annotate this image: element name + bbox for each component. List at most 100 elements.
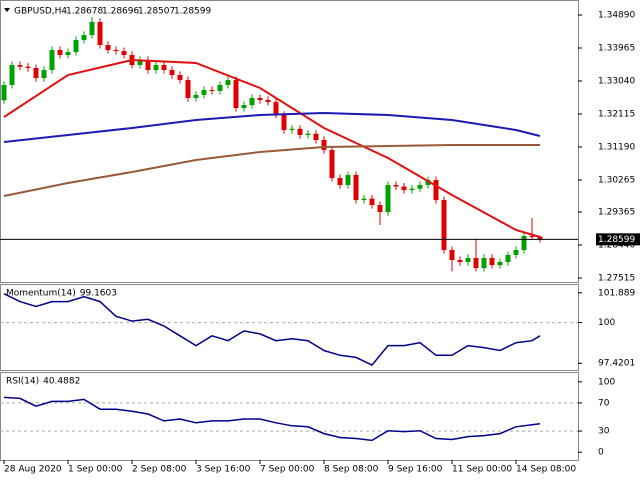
menu-triangle (4, 8, 10, 12)
candle-body (441, 200, 447, 251)
candle-body (121, 51, 127, 56)
candle-body (313, 133, 319, 141)
candle-body (521, 235, 527, 251)
candle-body (153, 65, 159, 71)
candle-body (473, 258, 479, 269)
x-tick-label: 7 Sep 00:00 (260, 465, 315, 475)
y-tick-label: 97.4201 (598, 359, 635, 369)
y-tick-label: 1.28440 (598, 241, 635, 251)
candle-body (193, 95, 199, 98)
candle-body (25, 66, 31, 69)
candle-body (529, 235, 535, 237)
candle-body (409, 188, 415, 190)
candle-body (417, 185, 423, 189)
header-ohlc: 1.28678 (66, 7, 103, 17)
header-ohlc: 1.28507 (138, 7, 175, 17)
candle-body (137, 60, 143, 66)
candle-body (169, 70, 175, 76)
candle-body (337, 178, 343, 186)
header-ohlc: 1.28696 (102, 7, 139, 17)
candle-body (49, 49, 55, 71)
candle-body (289, 128, 295, 131)
indicator-title: RSI(14) (6, 377, 39, 387)
candle-body (65, 52, 71, 56)
candle-body (233, 80, 239, 109)
candle-body (17, 65, 23, 67)
y-tick-label: 1.33965 (598, 44, 635, 54)
candle-body (81, 35, 87, 41)
candle-body (217, 85, 223, 91)
y-tick-label: 1.30265 (598, 175, 635, 185)
rsi-panel-frame (0, 372, 579, 461)
indicator-value: 40.4882 (43, 377, 80, 387)
y-tick-label: 30 (598, 427, 610, 437)
candle-body (513, 250, 519, 256)
indicator-title: Momentum(14) (6, 289, 76, 299)
x-tick-label: 8 Sep 08:00 (324, 465, 379, 475)
price-panel-frame (0, 0, 579, 283)
y-tick-label: 0 (598, 448, 604, 458)
candle-body (89, 22, 95, 36)
momentum-panel-frame (0, 284, 579, 371)
x-tick-label: 1 Sep 00:00 (68, 465, 123, 475)
candle-body (41, 70, 47, 79)
series-line (3, 58, 541, 238)
candle-body (9, 65, 15, 86)
candle-body (185, 80, 191, 98)
candle-body (345, 175, 351, 186)
candle-body (113, 49, 119, 52)
y-tick-label: 1.29365 (598, 208, 635, 218)
last-price-box (596, 233, 640, 246)
series-line (3, 144, 540, 197)
candle-body (481, 258, 487, 269)
candle-body (241, 105, 247, 109)
candle-body (1, 85, 7, 101)
y-tick-label: 1.33040 (598, 76, 635, 86)
series-line (3, 396, 541, 442)
candle-body (201, 90, 207, 96)
candle-body (497, 261, 503, 266)
candle-body (457, 259, 463, 262)
y-tick-label: 1.34890 (598, 11, 635, 21)
series-line (3, 293, 541, 367)
indicator-value: 99.1603 (80, 289, 117, 299)
candle-body (377, 205, 383, 212)
candle-body (257, 97, 263, 101)
candle-body (161, 65, 167, 71)
candle-body (177, 75, 183, 81)
series-line (3, 111, 541, 143)
candle-body (537, 236, 543, 240)
candle-body (465, 258, 471, 262)
candle-body (321, 140, 327, 151)
x-tick-label: 9 Sep 16:00 (388, 465, 443, 475)
candle-body (369, 198, 375, 206)
x-tick-label: 2 Sep 08:00 (132, 465, 187, 475)
y-tick-label: 100 (598, 377, 615, 387)
candle-body (489, 258, 495, 266)
candle-body (385, 185, 391, 212)
header-ohlc: 1.28599 (174, 7, 211, 17)
x-tick-label: 28 Aug 2020 (4, 465, 62, 475)
candle-body (57, 49, 63, 56)
candle-body (433, 180, 439, 201)
candle-body (145, 60, 151, 71)
y-tick-label: 101.889 (598, 288, 635, 298)
candle-body (393, 185, 399, 187)
candle-body (505, 255, 511, 262)
y-tick-label: 1.27515 (598, 274, 635, 284)
candle-body (249, 97, 255, 106)
y-tick-label: 1.32115 (598, 109, 635, 119)
chart-title: GBPUSD,H4 (14, 7, 67, 17)
candle-body (329, 150, 335, 179)
candle-body (265, 100, 271, 103)
candle-body (73, 40, 79, 53)
candle-body (209, 90, 215, 92)
candle-body (353, 175, 359, 201)
candle-body (225, 80, 231, 86)
candle-body (281, 115, 287, 131)
y-tick-label: 70 (598, 398, 610, 408)
candle-body (97, 22, 103, 46)
candle-body (305, 133, 311, 136)
